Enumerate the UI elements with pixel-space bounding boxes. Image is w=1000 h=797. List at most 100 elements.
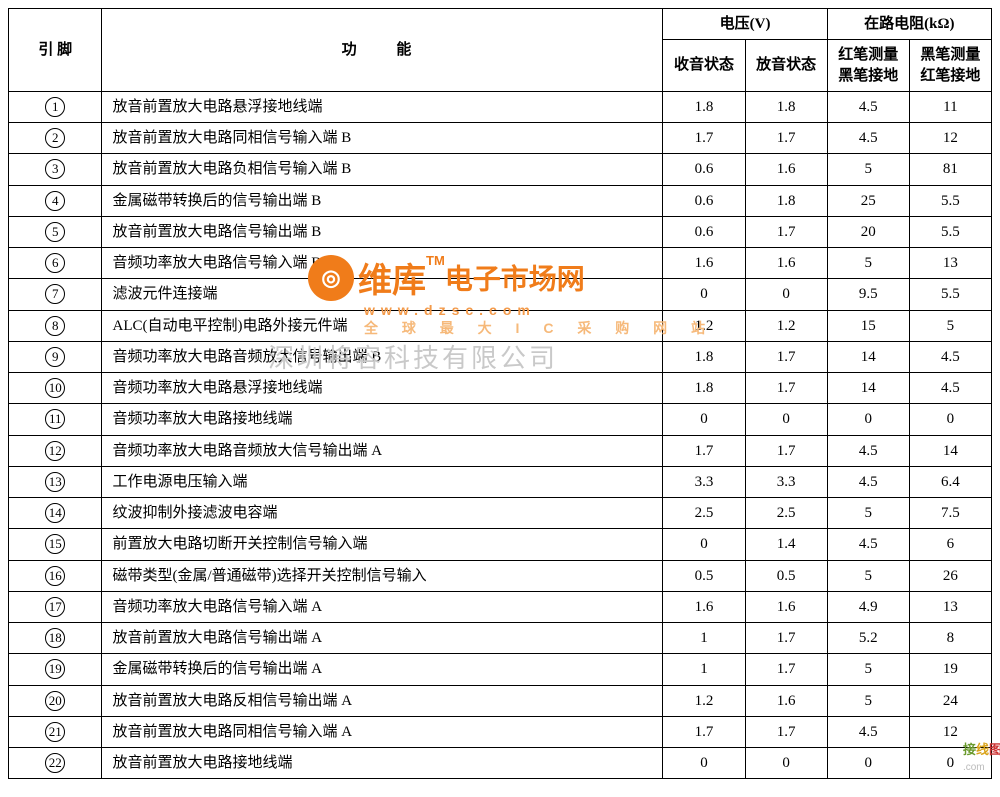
cell-r2: 13 [909,248,991,279]
cell-v2: 1.6 [745,248,827,279]
cell-pin: 8 [9,310,102,341]
table-row: 7滤波元件连接端009.55.5 [9,279,992,310]
cell-v2: 1.7 [745,216,827,247]
cell-v1: 1.8 [663,373,745,404]
cell-v2: 0 [745,748,827,779]
header-resist-group: 在路电阻(kΩ) [827,9,991,40]
table-body: 1放音前置放大电路悬浮接地线端1.81.84.5112放音前置放大电路同相信号输… [9,91,992,779]
cell-v1: 0 [663,748,745,779]
pin-number-icon: 17 [45,597,65,617]
cell-r1: 5.2 [827,623,909,654]
cell-func: 音频功率放大电路接地线端 [102,404,663,435]
cell-func: 放音前置放大电路信号输出端 A [102,623,663,654]
header-voltage-group: 电压(V) [663,9,827,40]
cell-r1: 5 [827,154,909,185]
table-row: 15前置放大电路切断开关控制信号输入端01.44.56 [9,529,992,560]
cell-v2: 1.7 [745,623,827,654]
cell-pin: 16 [9,560,102,591]
cell-r2: 24 [909,685,991,716]
cell-v1: 3.3 [663,466,745,497]
cell-func: 磁带类型(金属/普通磁带)选择开关控制信号输入 [102,560,663,591]
table-row: 14纹波抑制外接滤波电容端2.52.557.5 [9,498,992,529]
cell-v2: 0.5 [745,560,827,591]
cell-r2: 8 [909,623,991,654]
cell-r2: 13 [909,591,991,622]
cell-v2: 1.4 [745,529,827,560]
cell-r2: 12 [909,123,991,154]
pin-number-icon: 15 [45,534,65,554]
cell-pin: 19 [9,654,102,685]
pin-number-icon: 21 [45,722,65,742]
cell-r2: 0 [909,748,991,779]
cell-pin: 1 [9,91,102,122]
cell-pin: 14 [9,498,102,529]
cell-r2: 11 [909,91,991,122]
cell-r1: 5 [827,560,909,591]
cell-r2: 6 [909,529,991,560]
cell-v2: 0 [745,279,827,310]
cell-v1: 1.7 [663,123,745,154]
pin-number-icon: 19 [45,659,65,679]
cell-v1: 0.5 [663,560,745,591]
cell-v1: 1.6 [663,591,745,622]
cell-r2: 19 [909,654,991,685]
header-pin: 引 脚 [9,9,102,92]
cell-pin: 6 [9,248,102,279]
pin-number-icon: 14 [45,503,65,523]
cell-v1: 0 [663,529,745,560]
cell-v1: 0 [663,404,745,435]
cell-v2: 1.7 [745,373,827,404]
cell-r2: 5 [909,310,991,341]
cell-pin: 18 [9,623,102,654]
table-row: 5放音前置放大电路信号输出端 B0.61.7205.5 [9,216,992,247]
cell-r1: 5 [827,685,909,716]
cell-r1: 4.5 [827,91,909,122]
table-row: 17音频功率放大电路信号输入端 A1.61.64.913 [9,591,992,622]
pin-number-icon: 10 [45,378,65,398]
cell-v1: 0.6 [663,216,745,247]
cell-v1: 1.7 [663,716,745,747]
cell-r1: 4.5 [827,466,909,497]
cell-r2: 5.5 [909,279,991,310]
pin-table: 引 脚 功 能 电压(V) 在路电阻(kΩ) 收音状态 放音状态 红笔测量 黑笔… [8,8,992,779]
cell-r1: 25 [827,185,909,216]
cell-v2: 1.7 [745,716,827,747]
cell-func: 音频功率放大电路信号输入端 B [102,248,663,279]
pin-number-icon: 20 [45,691,65,711]
pin-number-icon: 11 [45,409,65,429]
cell-func: 音频功率放大电路音频放大信号输出端 A [102,435,663,466]
cell-pin: 5 [9,216,102,247]
cell-pin: 21 [9,716,102,747]
cell-v1: 1.8 [663,341,745,372]
cell-r1: 15 [827,310,909,341]
cell-r1: 4.9 [827,591,909,622]
header-v-pb: 放音状态 [745,40,827,92]
cell-v2: 1.6 [745,685,827,716]
cell-r2: 81 [909,154,991,185]
pin-number-icon: 9 [45,347,65,367]
cell-pin: 20 [9,685,102,716]
cell-pin: 2 [9,123,102,154]
cell-func: 滤波元件连接端 [102,279,663,310]
cell-r2: 0 [909,404,991,435]
cell-r1: 0 [827,404,909,435]
pin-number-icon: 13 [45,472,65,492]
pin-number-icon: 1 [45,97,65,117]
cell-v2: 3.3 [745,466,827,497]
cell-func: 音频功率放大电路音频放大信号输出端 B [102,341,663,372]
table-row: 2放音前置放大电路同相信号输入端 B1.71.74.512 [9,123,992,154]
cell-func: ALC(自动电平控制)电路外接元件端 [102,310,663,341]
table-row: 22放音前置放大电路接地线端0000 [9,748,992,779]
cell-r1: 14 [827,373,909,404]
cell-func: 放音前置放大电路悬浮接地线端 [102,91,663,122]
cell-v2: 1.6 [745,591,827,622]
pin-number-icon: 5 [45,222,65,242]
pin-number-icon: 16 [45,566,65,586]
cell-func: 放音前置放大电路同相信号输入端 A [102,716,663,747]
cell-pin: 11 [9,404,102,435]
cell-v1: 1.2 [663,685,745,716]
cell-r2: 5.5 [909,185,991,216]
cell-func: 放音前置放大电路接地线端 [102,748,663,779]
cell-v2: 1.6 [745,154,827,185]
table-row: 11音频功率放大电路接地线端0000 [9,404,992,435]
